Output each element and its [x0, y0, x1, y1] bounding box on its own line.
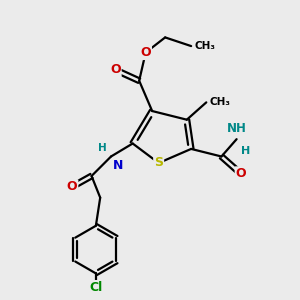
Text: N: N	[113, 159, 124, 172]
Text: H: H	[98, 143, 107, 153]
Text: O: O	[110, 63, 121, 76]
Text: Cl: Cl	[89, 281, 103, 294]
Text: CH₃: CH₃	[209, 98, 230, 107]
Text: NH: NH	[227, 122, 247, 135]
Text: CH₃: CH₃	[194, 41, 215, 51]
Text: O: O	[67, 180, 77, 193]
Text: O: O	[140, 46, 151, 59]
Text: O: O	[236, 167, 246, 180]
Text: S: S	[154, 157, 163, 169]
Text: H: H	[241, 146, 250, 156]
